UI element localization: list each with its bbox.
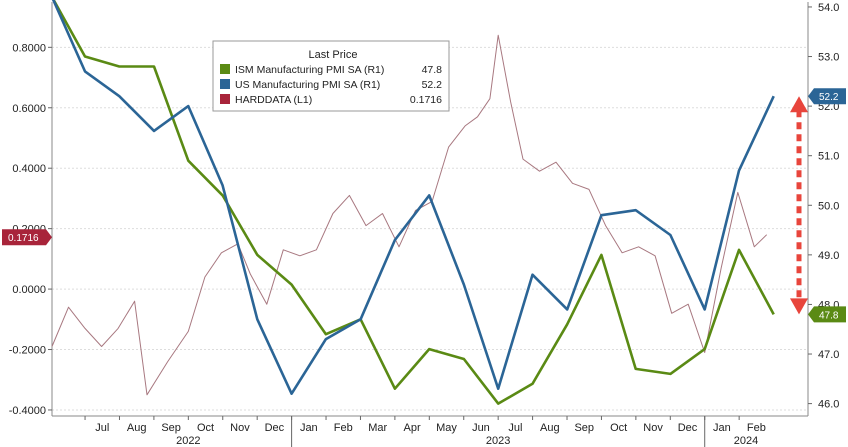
value-tag-bg bbox=[808, 88, 846, 105]
legend-value-us: 52.2 bbox=[422, 79, 443, 91]
legend-value-ism: 47.8 bbox=[422, 64, 443, 76]
annotation-layer bbox=[790, 96, 808, 315]
x-tick-label: Feb bbox=[334, 422, 353, 434]
x-tick-label: Dec bbox=[678, 422, 698, 434]
legend-title: Last Price bbox=[309, 49, 358, 61]
value-tag-text: 0.1716 bbox=[8, 233, 39, 244]
x-tick-label: Jan bbox=[300, 422, 318, 434]
right-tick-label: 51.0 bbox=[818, 151, 839, 163]
x-tick-label: Nov bbox=[643, 422, 663, 434]
x-year-label: 2022 bbox=[176, 435, 200, 447]
x-tick-label: Feb bbox=[747, 422, 766, 434]
x-tick-label: Sep bbox=[574, 422, 594, 434]
x-tick-label: Jan bbox=[713, 422, 731, 434]
right-tick-label: 54.0 bbox=[818, 2, 839, 14]
x-year-label: 2024 bbox=[734, 435, 758, 447]
left-tick-label: 0.4000 bbox=[12, 163, 46, 175]
value-tag-text: 47.8 bbox=[819, 310, 839, 321]
legend-label-ism: ISM Manufacturing PMI SA (R1) bbox=[235, 64, 384, 76]
x-tick-label: Dec bbox=[265, 422, 285, 434]
value-tag-left: 0.1716 bbox=[2, 229, 52, 246]
value-tag-right: 47.8 bbox=[808, 306, 846, 323]
x-tick-label: Mar bbox=[368, 422, 387, 434]
legend-value-hard: 0.1716 bbox=[410, 94, 442, 106]
x-tick-label: Jul bbox=[95, 422, 109, 434]
value-tag-text: 52.2 bbox=[819, 92, 839, 103]
legend-label-us: US Manufacturing PMI SA (R1) bbox=[235, 79, 380, 91]
x-tick-label: Jun bbox=[472, 422, 490, 434]
right-tick-label: 46.0 bbox=[818, 399, 839, 411]
value-tag-right: 52.2 bbox=[808, 88, 846, 105]
x-axis: Jul Aug Sep Oct Nov Dec Jan Feb Mar Apr May Jun Jul A… bbox=[52, 415, 808, 447]
value-tag-bg bbox=[2, 229, 52, 246]
series-layer bbox=[51, 0, 775, 405]
right-tick-label: 53.0 bbox=[818, 52, 839, 64]
x-tick-label: Nov bbox=[230, 422, 250, 434]
legend: Last Price ISM Manufacturing PMI SA (R1)… bbox=[212, 40, 450, 112]
x-tick-label: May bbox=[436, 422, 457, 434]
value-tag-bg bbox=[808, 306, 846, 323]
right-tick-label: 50.0 bbox=[818, 200, 839, 212]
left-tick-label: -0.2000 bbox=[9, 345, 46, 357]
legend-swatch-hard bbox=[220, 94, 230, 104]
value-tags: 0.1716 52.2 47.8 bbox=[2, 88, 846, 323]
series-line-us bbox=[51, 0, 775, 396]
x-tick-label: Oct bbox=[610, 422, 627, 434]
x-tick-label: Oct bbox=[197, 422, 214, 434]
right-tick-label: 47.0 bbox=[818, 349, 839, 361]
x-tick-label: Aug bbox=[540, 422, 560, 434]
annotation-arrow-head-up bbox=[790, 96, 808, 113]
legend-label-hard: HARDDATA (L1) bbox=[235, 94, 312, 106]
x-tick-label: Apr bbox=[404, 422, 421, 434]
left-tick-label: 0.8000 bbox=[12, 42, 46, 54]
legend-box bbox=[212, 40, 450, 112]
left-axis: 0.80000.60000.40000.20000.0000-0.2000-0.… bbox=[9, 2, 53, 417]
legend-swatch-ism bbox=[220, 64, 230, 74]
left-tick-label: 0.0000 bbox=[12, 284, 46, 296]
right-axis: 54.053.052.051.050.049.048.047.046.0 bbox=[807, 2, 839, 416]
grid bbox=[52, 46, 808, 411]
left-tick-label: 0.6000 bbox=[12, 103, 46, 115]
right-tick-label: 49.0 bbox=[818, 250, 839, 262]
x-tick-label: Aug bbox=[127, 422, 147, 434]
x-tick-label: Sep bbox=[161, 422, 181, 434]
left-tick-label: -0.4000 bbox=[9, 405, 46, 417]
x-year-label: 2023 bbox=[486, 435, 510, 447]
series-line-ism bbox=[52, 0, 775, 405]
annotation-arrow-head-down bbox=[790, 298, 808, 315]
legend-swatch-us bbox=[220, 79, 230, 89]
series-line-hard bbox=[51, 34, 768, 396]
x-tick-label: Jul bbox=[508, 422, 522, 434]
